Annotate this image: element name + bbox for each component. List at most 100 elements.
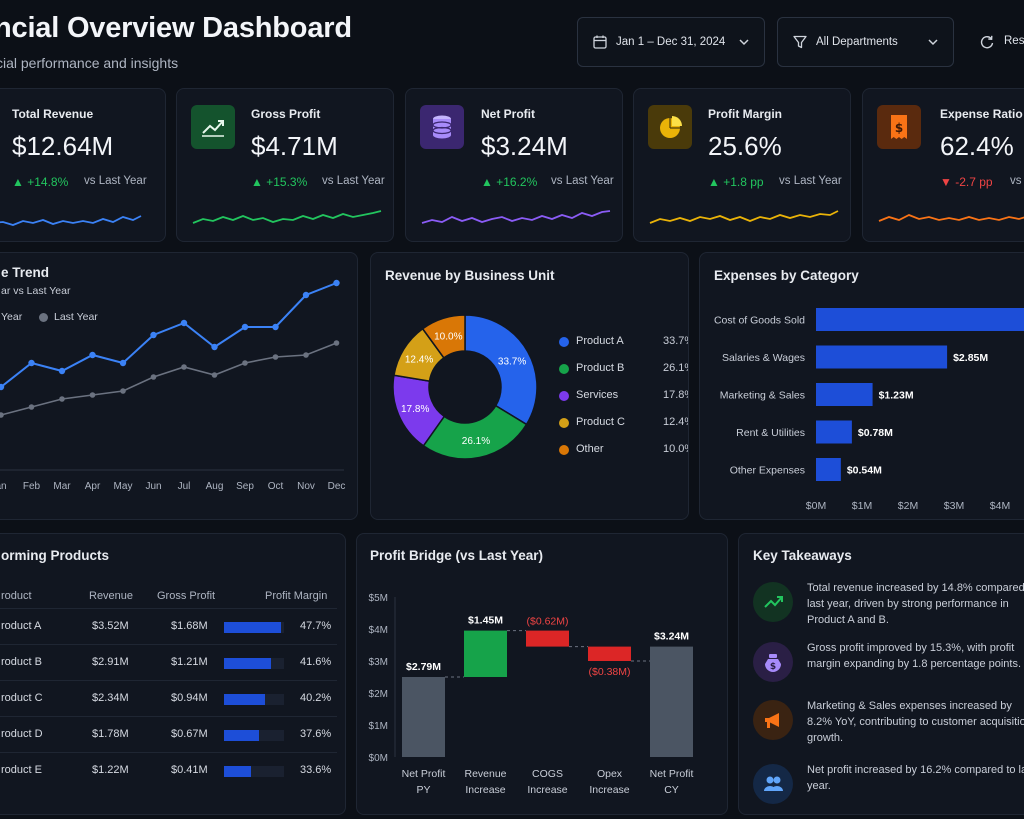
- trend-up-icon: [753, 582, 793, 622]
- category-label: Rent & Utilities: [736, 427, 805, 439]
- kpi-comparison: vs L: [1010, 175, 1024, 187]
- legend-label: Services: [576, 389, 619, 401]
- data-point: [120, 388, 126, 394]
- bar-value-label: ($0.62M): [526, 616, 568, 628]
- slice-label: 26.1%: [462, 436, 490, 447]
- table-row[interactable]: roduct E $1.22M $0.41M 33.6%: [0, 752, 337, 789]
- waterfall-bar: [402, 677, 445, 757]
- waterfall-chart: $0M $1M $2M $3M $4M $5M $2.79M Net Profit PY $1.4…: [369, 593, 694, 796]
- kpi-delta: ▲ +1.8 pp: [708, 175, 764, 189]
- slice-label: 17.8%: [401, 404, 429, 415]
- product-name: roduct D: [1, 728, 43, 740]
- kpi-comparison: vs Last Year: [84, 175, 147, 187]
- margin-bar-fill: [224, 658, 271, 669]
- expenses-bar-chart: Cost of Goods Sold Salaries & Wages $2.85M…: [714, 308, 1024, 512]
- product-gross-profit: $1.21M: [171, 656, 208, 668]
- department-filter[interactable]: All Departments: [777, 17, 954, 67]
- bar-value-label: ($0.38M): [588, 666, 630, 678]
- margin-bar-fill: [224, 694, 265, 705]
- product-gross-profit: $0.67M: [171, 728, 208, 740]
- y-tick-label: $3M: [369, 657, 388, 668]
- product-gross-profit: $0.94M: [171, 692, 208, 704]
- table-row[interactable]: roduct A $3.52M $1.68M 47.7%: [0, 608, 337, 645]
- card-subtitle: ar vs Last Year: [1, 285, 71, 297]
- svg-text:$: $: [770, 662, 776, 672]
- card-title: orming Products: [1, 548, 110, 563]
- kpi-sparkline: [192, 210, 382, 224]
- takeaway-text: Net profit increased by 16.2% compared t…: [807, 764, 1024, 792]
- product-revenue: $2.91M: [92, 656, 129, 668]
- margin-bar-track: [224, 694, 284, 705]
- legend-current-year: Year: [1, 311, 23, 323]
- x-tick-label: Nov: [297, 481, 315, 492]
- data-point: [302, 291, 310, 299]
- x-tick-label: May: [114, 481, 133, 492]
- product-name: roduct A: [1, 620, 42, 632]
- x-category-label: Net Profit: [402, 768, 446, 780]
- margin-bar-track: [224, 658, 284, 669]
- pie-chart-icon: [648, 105, 692, 149]
- product-revenue: $1.22M: [92, 764, 129, 776]
- kpi-card-total-revenue: Total Revenue $12.64M ▲ +14.8% vs Last Y…: [0, 88, 166, 242]
- kpi-card-net-profit: Net Profit $3.24M ▲ +16.2% vs Last Year: [405, 88, 623, 242]
- reset-button[interactable]: Res: [979, 33, 1024, 53]
- data-point: [211, 372, 218, 378]
- reset-icon: [980, 35, 994, 49]
- legend-value: 26.1%: [663, 362, 688, 374]
- card-title: e Trend: [1, 265, 50, 280]
- x-tick-label: Feb: [23, 481, 41, 492]
- data-point: [211, 343, 218, 351]
- data-point: [58, 367, 66, 375]
- product-margin: 37.6%: [300, 728, 332, 740]
- table-row[interactable]: roduct D $1.78M $0.67M 37.6%: [0, 716, 337, 753]
- svg-text:$: $: [895, 121, 903, 135]
- kpi-value: $4.71M: [251, 131, 338, 161]
- takeaway-text: Marketing & Sales expenses increased by …: [807, 700, 1024, 744]
- revenue-trend-card: e Trend ar vs Last Year Year Last Year a…: [0, 252, 358, 520]
- product-margin: 33.6%: [300, 764, 332, 776]
- series-line: [0, 342, 337, 416]
- margin-bar-track: [224, 766, 284, 777]
- bar-value-label: $1.23M: [879, 390, 914, 402]
- kpi-sparkline: [421, 210, 611, 224]
- product-revenue: $1.78M: [92, 728, 129, 740]
- data-point: [0, 383, 5, 391]
- y-tick-label: $4M: [369, 625, 388, 636]
- bar-value-label: $2.85M: [953, 352, 988, 364]
- slice-label: 10.0%: [434, 332, 462, 343]
- category-label: Marketing & Sales: [720, 390, 805, 402]
- x-tick-label: an: [0, 481, 7, 492]
- margin-bar-fill: [224, 766, 251, 777]
- expenses-by-category-card: Expenses by Category Cost of Goods Sold S…: [699, 252, 1024, 520]
- table-row[interactable]: roduct B $2.91M $1.21M 41.6%: [0, 644, 337, 681]
- bar-value-label: $0.54M: [847, 465, 882, 477]
- date-range-picker[interactable]: Jan 1 – Dec 31, 2024: [577, 17, 765, 67]
- kpi-comparison: vs Last Year: [779, 175, 842, 187]
- x-tick-label: Jul: [178, 481, 191, 492]
- x-tick-label: Jun: [145, 481, 161, 492]
- product-name: roduct B: [1, 656, 42, 668]
- product-margin: 40.2%: [300, 692, 332, 704]
- waterfall-bar: [526, 630, 569, 647]
- product-margin: 41.6%: [300, 656, 332, 668]
- legend-value: 33.7%: [663, 335, 688, 347]
- kpi-label: Expense Ratio: [940, 107, 1023, 121]
- department-value: All Departments: [816, 36, 898, 48]
- x-tick-label: $3M: [944, 500, 964, 512]
- profit-bridge-card: Profit Bridge (vs Last Year) $0M $1M $2M $3…: [356, 533, 728, 815]
- x-category-label: Increase: [465, 784, 505, 796]
- x-tick-label: $1M: [852, 500, 872, 512]
- kpi-card-expense-ratio: $ Expense Ratio 62.4% ▼ -2.7 pp vs L: [862, 88, 1024, 242]
- column-header-revenue: Revenue: [89, 590, 134, 602]
- kpi-delta: ▲ +16.2%: [481, 175, 538, 189]
- margin-bar-track: [224, 622, 284, 633]
- category-label: Salaries & Wages: [722, 352, 805, 364]
- margin-bar-track: [224, 730, 284, 741]
- data-point: [181, 364, 187, 370]
- card-title: Revenue by Business Unit: [385, 268, 555, 283]
- kpi-value: $12.64M: [12, 131, 114, 161]
- key-takeaways-card: Key Takeaways Total revenue increased by…: [738, 533, 1024, 815]
- money-bag-icon: $: [753, 642, 793, 682]
- data-point: [59, 396, 65, 402]
- table-row[interactable]: roduct C $2.34M $0.94M 40.2%: [0, 680, 337, 717]
